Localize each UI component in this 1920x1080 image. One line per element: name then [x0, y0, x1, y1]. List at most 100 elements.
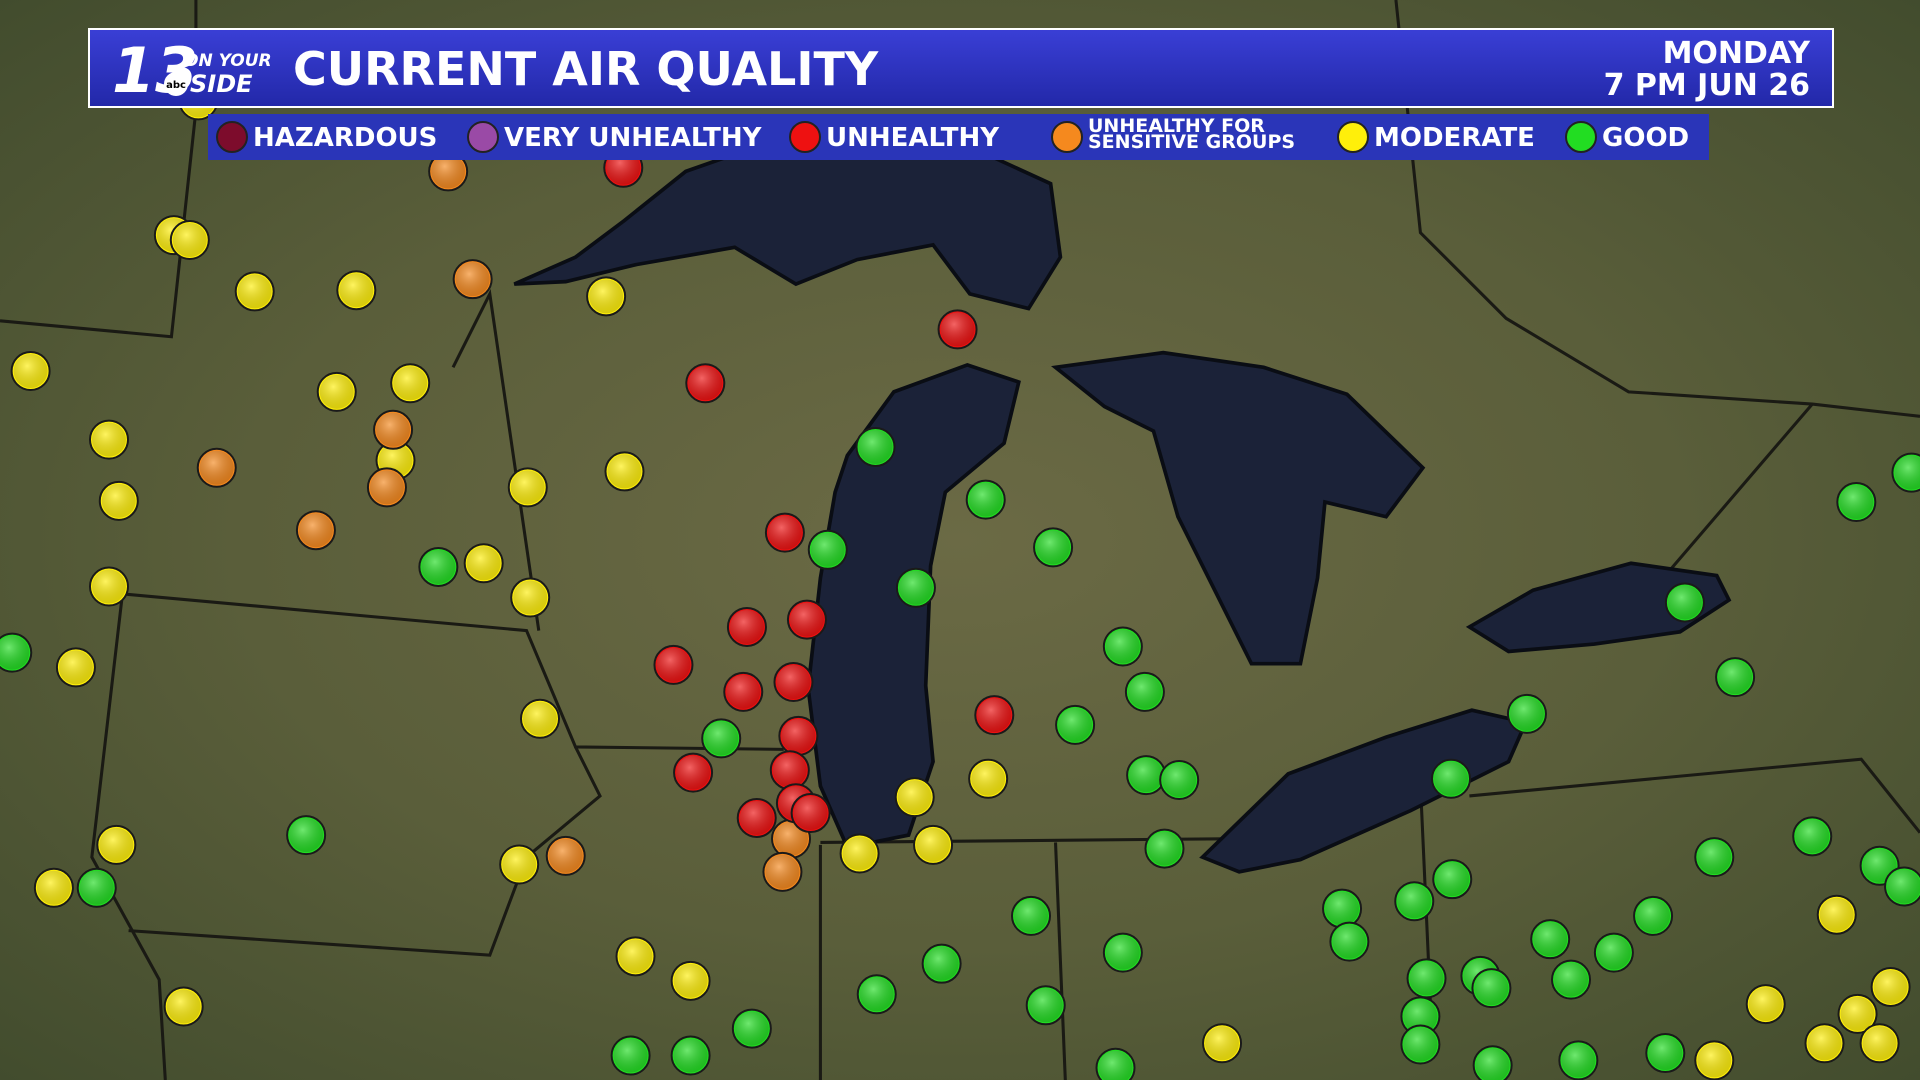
station-dot-shade: [1435, 862, 1470, 897]
station-dot-shade: [1129, 758, 1164, 793]
monitor-stations: [0, 80, 1920, 1080]
station-dot-shade: [810, 532, 845, 567]
station-dot-shade: [1873, 969, 1908, 1004]
station-dot-shade: [781, 718, 816, 753]
station-dot-shade: [1697, 1043, 1732, 1078]
legend-swatch: [1565, 121, 1597, 153]
station-dot-shade: [421, 549, 456, 584]
station-dot-shade: [91, 422, 126, 457]
station-dot-shade: [369, 470, 404, 505]
day: MONDAY: [1663, 36, 1812, 71]
station-dot-shade: [1862, 1026, 1897, 1061]
station-dot-shade: [859, 977, 894, 1012]
station-dot-shade: [729, 609, 764, 644]
legend-label: VERY UNHEALTHY: [504, 123, 763, 153]
station-dot-shade: [618, 939, 653, 974]
station-dot-shade: [898, 570, 933, 605]
station-dot-shade: [172, 223, 207, 257]
station-dot-shade: [1127, 674, 1162, 709]
station-dot-shade: [0, 635, 30, 670]
station-dot-shade: [1718, 660, 1753, 695]
station-dot-shade: [607, 454, 642, 489]
station-dot-shade: [166, 989, 201, 1024]
station-dot-shade: [589, 279, 624, 314]
station-dot-shade: [1397, 884, 1432, 919]
station-dot-shade: [1596, 935, 1631, 970]
station-dot-shade: [767, 515, 802, 550]
station-dot-shade: [1554, 962, 1589, 997]
station-dot-shade: [1403, 999, 1438, 1034]
legend-label: UNHEALTHY FOR SENSITIVE GROUPS: [1088, 115, 1295, 153]
station-dot-shade: [789, 602, 824, 637]
logo-tagline-top: ON YOUR: [184, 51, 272, 71]
station-dot-shade: [940, 312, 975, 347]
logo-tagline-bottom: SIDE: [190, 70, 253, 98]
station-dot-shade: [673, 963, 708, 998]
station-dot-shade: [1105, 935, 1140, 970]
legend-bar: [208, 114, 1709, 160]
station-dot-shade: [1325, 891, 1360, 926]
station-dot-shade: [466, 546, 501, 581]
station-dot-shade: [897, 780, 932, 815]
station-dot-shade: [1147, 831, 1182, 866]
station-dot-shade: [298, 513, 333, 548]
station-dot-shade: [793, 796, 828, 831]
station-dot-shade: [1162, 763, 1197, 797]
station-dot-shade: [1036, 530, 1071, 565]
station-dot-shade: [548, 838, 583, 873]
station-dot-shade: [842, 836, 877, 871]
station-dot-shade: [1409, 961, 1444, 996]
station-dot-shade: [656, 647, 691, 682]
station-dot-shade: [1887, 869, 1920, 904]
logo-network-badge: [164, 72, 188, 96]
station-dot-shade: [688, 366, 723, 401]
station-dot-shade: [1839, 485, 1874, 520]
legend-label: UNHEALTHY: [826, 123, 1000, 153]
station-dot-shade: [673, 1038, 708, 1073]
legend-swatch: [467, 121, 499, 153]
station-dot-shade: [858, 429, 893, 464]
station-dot-shade: [101, 483, 136, 518]
station-dot-shade: [36, 870, 71, 905]
station-dot-shade: [924, 946, 959, 981]
station-dot-shade: [968, 482, 1003, 517]
legend-label: GOOD: [1602, 123, 1689, 153]
station-dot-shade: [1636, 898, 1671, 933]
station-dot-shade: [1894, 455, 1920, 490]
station-dot-shade: [726, 674, 761, 709]
station-dot-shade: [776, 665, 811, 700]
header-bar: [88, 28, 1834, 108]
legend-swatch: [1337, 121, 1369, 153]
station-dot-shade: [1667, 585, 1702, 620]
station-dot-shade: [774, 821, 809, 856]
station-dot-shade: [1014, 898, 1049, 933]
station-dot-shade: [1840, 996, 1875, 1031]
station-dot-shade: [1697, 840, 1732, 875]
station-dot-shade: [1862, 848, 1897, 883]
logo-network: abc: [166, 80, 186, 91]
station-dot-shade: [734, 1011, 769, 1046]
station-dot-shade: [1028, 988, 1063, 1023]
station-dot-shade: [1509, 696, 1544, 731]
station-dot-shade: [1561, 1043, 1596, 1078]
logo-number: 13: [112, 34, 198, 107]
station-dot-shade: [1648, 1036, 1683, 1071]
station-dot-shade: [79, 870, 114, 905]
station-dot-shade: [765, 854, 800, 889]
station-dot-shade: [376, 412, 411, 447]
station-dot-shade: [13, 354, 48, 389]
station-dot-shade: [704, 721, 739, 756]
station-dot-shade: [1533, 922, 1568, 957]
station-dot-shade: [676, 755, 711, 790]
station-dot-shade: [772, 753, 807, 788]
station-dot-shade: [977, 698, 1012, 733]
station-dot-shade: [393, 366, 428, 401]
station-dot-shade: [455, 262, 490, 297]
station-dot-shade: [523, 701, 557, 736]
station-dot-shade: [99, 827, 134, 862]
station-dot-shade: [199, 450, 234, 485]
station-dot-shade: [58, 650, 93, 685]
station-dot-shade: [916, 827, 951, 862]
